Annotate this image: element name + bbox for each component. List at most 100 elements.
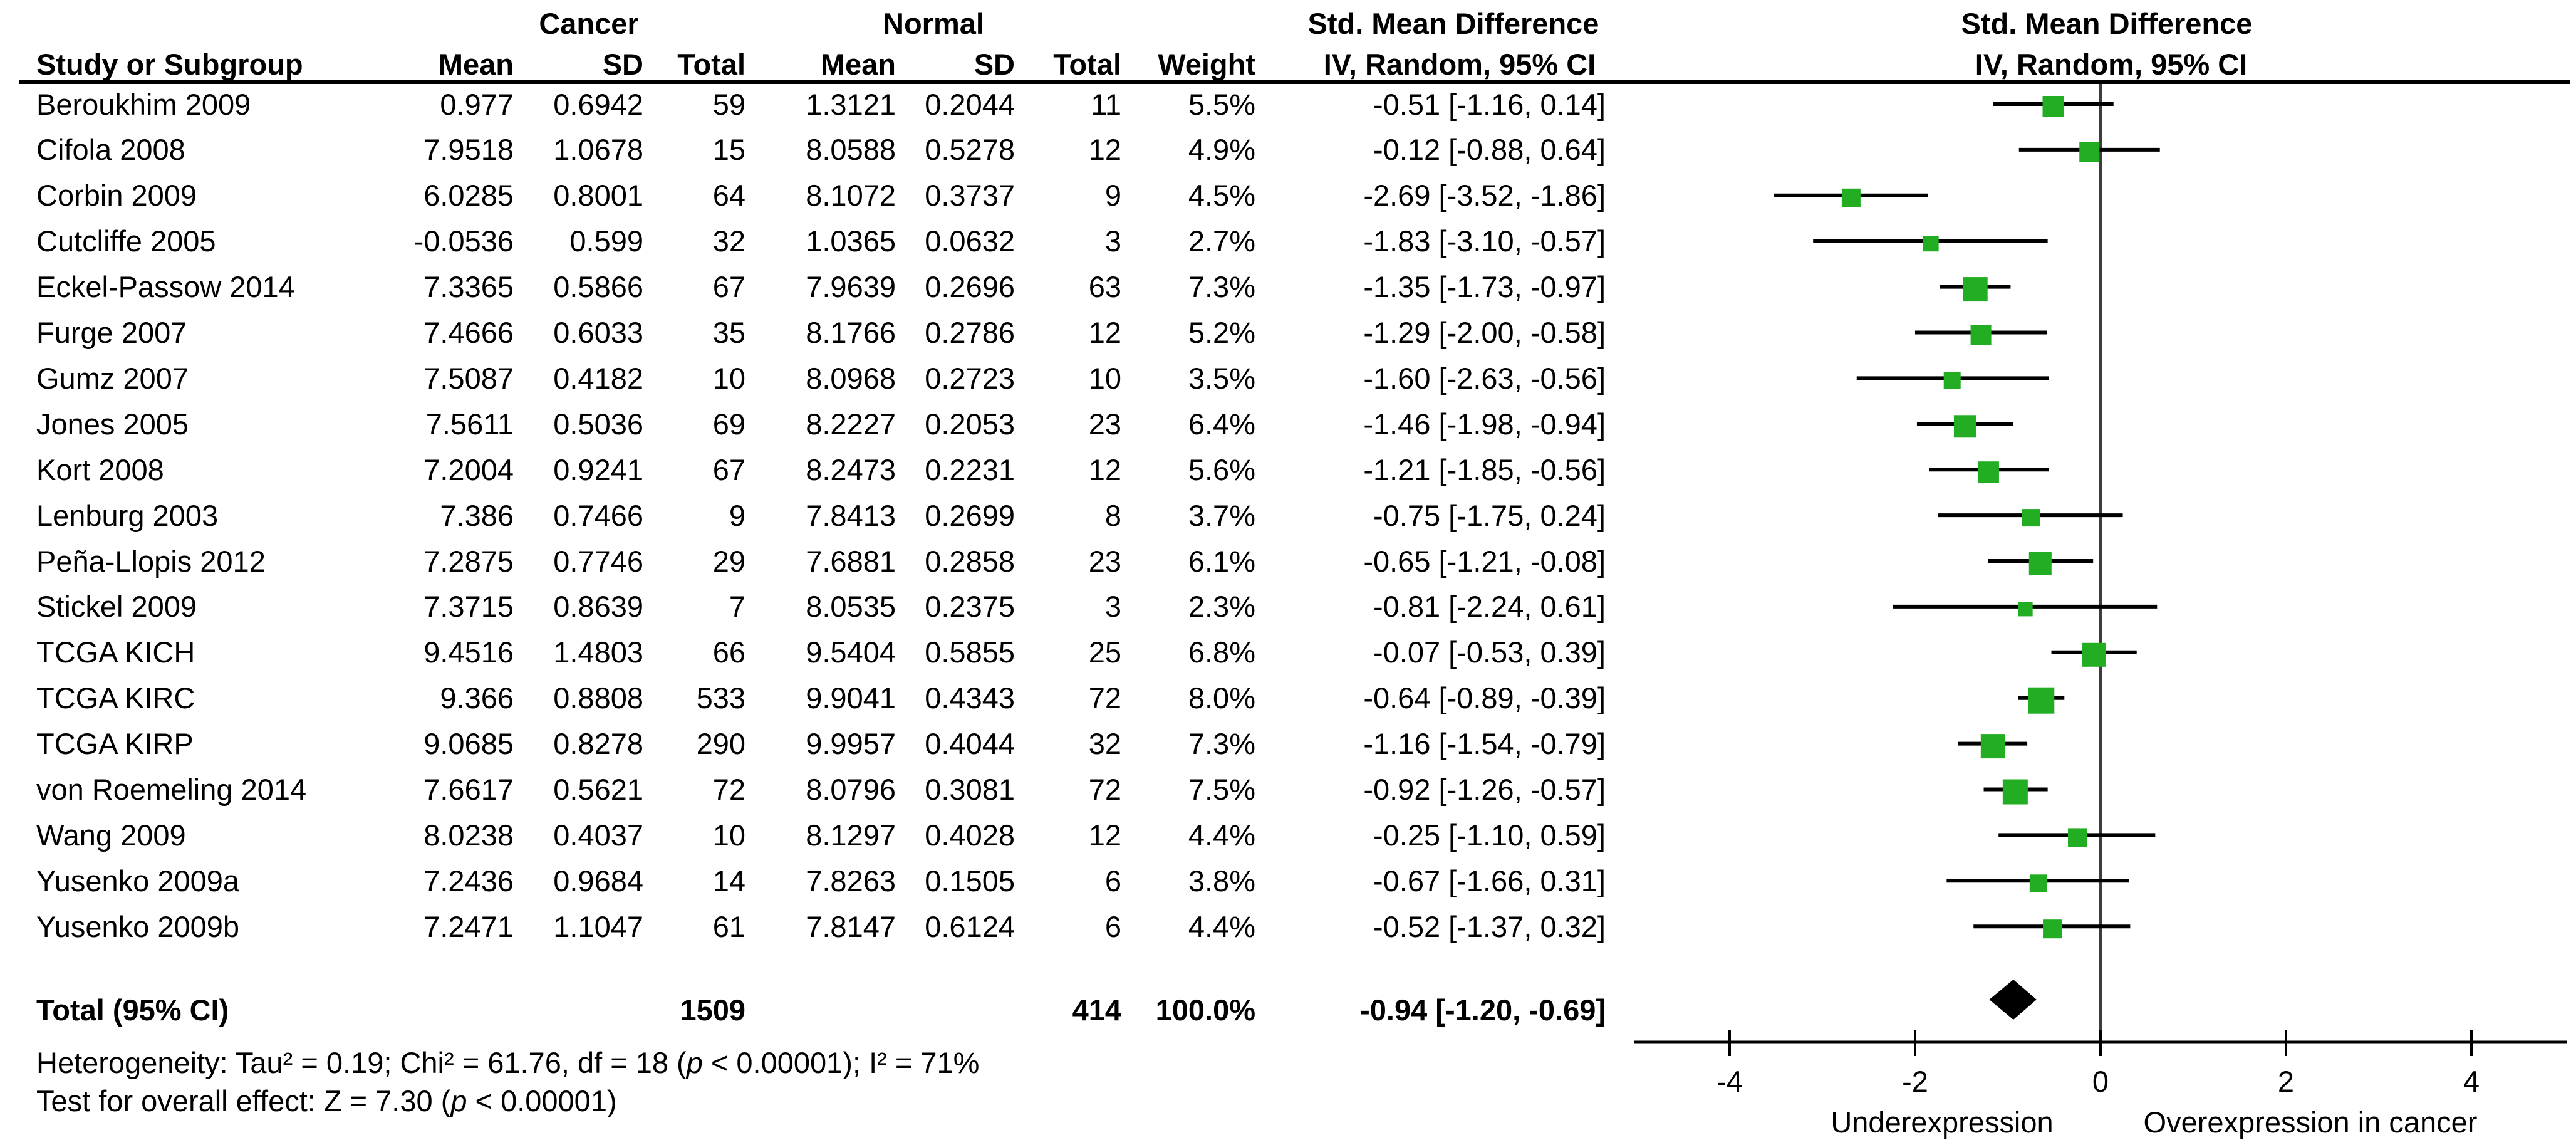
weight-cell: 5.2% <box>1188 316 1255 349</box>
cancer-mean-cell: 7.2004 <box>423 452 514 486</box>
column-header-row: Study or Subgroup Mean SD Total Mean SD … <box>0 41 2247 87</box>
overall-effect-p-italic: p <box>450 1084 467 1117</box>
weight-cell: 3.8% <box>1188 864 1255 897</box>
overall-effect-text: Test for overall effect: Z = 7.30 ( <box>36 1084 451 1117</box>
normal-mean-cell: 8.1766 <box>806 316 896 349</box>
study-row: TCGA KIRP 9.0685 0.8278 290 9.9957 0.4044 32 7.… <box>0 721 1613 766</box>
point-estimate-marker <box>2042 96 2064 117</box>
normal-mean-cell: 1.0365 <box>806 224 896 258</box>
normal-mean-cell: 8.0588 <box>806 133 896 167</box>
cancer-mean-cell: 7.3365 <box>423 270 514 304</box>
smd-title-left: Std. Mean Difference <box>1307 7 1599 40</box>
normal-sd-cell: 0.2375 <box>925 590 1015 624</box>
normal-total-cell: 8 <box>1104 498 1121 532</box>
cancer-sd-cell: 0.4182 <box>553 361 643 395</box>
study-row: Cutcliffe 2005 -0.0536 0.599 32 1.0365 0.0632… <box>0 218 1613 264</box>
point-estimate-marker <box>1963 277 1988 302</box>
cancer-mean-cell: 7.386 <box>440 498 514 532</box>
normal-total-cell: 72 <box>1088 773 1121 806</box>
normal-mean-cell: 7.8263 <box>806 864 896 897</box>
normal-sd-cell: 0.4343 <box>925 681 1015 715</box>
normal-sd-cell: 0.3737 <box>925 179 1015 212</box>
normal-sd-cell: 0.5278 <box>925 133 1015 167</box>
cancer-total-cell: 14 <box>712 864 745 897</box>
group-label-normal: Normal <box>883 7 984 40</box>
cancer-mean-cell: 0.977 <box>440 87 514 121</box>
study-name-cell: Cifola 2008 <box>36 133 185 167</box>
col-ci-left: IV, Random, 95% CI <box>1323 48 1596 81</box>
study-name-cell: TCGA KIRP <box>36 727 194 761</box>
study-name-cell: Cutcliffe 2005 <box>36 224 216 258</box>
cancer-sd-cell: 0.7746 <box>553 544 643 578</box>
ci-text-cell: -0.64 [-0.89, -0.39] <box>1363 681 1606 715</box>
ci-text-cell: -0.75 [-1.75, 0.24] <box>1373 498 1606 532</box>
normal-sd-cell: 0.2723 <box>925 361 1015 395</box>
normal-mean-cell: 7.9639 <box>806 270 896 304</box>
point-estimate-marker <box>2028 687 2055 714</box>
study-row: Kort 2008 7.2004 0.9241 67 8.2473 0.2231 12 5.6… <box>0 447 1613 493</box>
weight-cell: 4.4% <box>1188 818 1255 852</box>
cancer-mean-cell: 7.3715 <box>423 590 514 624</box>
heterogeneity-p-italic: p <box>686 1046 703 1079</box>
total-normal-n: 414 <box>1072 993 1121 1027</box>
normal-total-cell: 9 <box>1104 179 1121 212</box>
point-estimate-marker <box>2043 919 2062 939</box>
study-name-cell: Jones 2005 <box>36 407 189 441</box>
weight-cell: 5.5% <box>1188 87 1255 121</box>
normal-total-cell: 6 <box>1104 909 1121 943</box>
point-estimate-marker <box>2022 509 2040 527</box>
ci-text-cell: -0.81 [-2.24, 0.61] <box>1373 590 1606 624</box>
normal-total-cell: 72 <box>1088 681 1121 715</box>
normal-mean-cell: 1.3121 <box>806 87 896 121</box>
point-estimate-marker <box>1980 734 2005 759</box>
study-row: Corbin 2009 6.0285 0.8001 64 8.1072 0.3737 9 4.… <box>0 172 1613 218</box>
study-name-cell: Corbin 2009 <box>36 179 197 212</box>
normal-mean-cell: 9.5404 <box>806 635 896 669</box>
study-name-cell: Kort 2008 <box>36 452 164 486</box>
study-name-cell: Wang 2009 <box>36 818 186 852</box>
normal-mean-cell: 8.1297 <box>806 818 896 852</box>
normal-total-cell: 12 <box>1088 133 1121 167</box>
normal-sd-cell: 0.2053 <box>925 407 1015 441</box>
col-cancer-mean: Mean <box>438 48 514 81</box>
cancer-sd-cell: 0.6942 <box>553 87 643 121</box>
cancer-sd-cell: 0.5036 <box>553 407 643 441</box>
total-cancer-n: 1509 <box>680 993 745 1027</box>
ci-text-cell: -0.92 [-1.26, -0.57] <box>1363 773 1606 806</box>
cancer-total-cell: 67 <box>712 452 745 486</box>
ci-text-cell: -2.69 [-3.52, -1.86] <box>1363 179 1606 212</box>
normal-sd-cell: 0.4044 <box>925 727 1015 761</box>
normal-total-cell: 12 <box>1088 818 1121 852</box>
cancer-total-cell: 59 <box>712 87 745 121</box>
ci-text-cell: -1.29 [-2.00, -0.58] <box>1363 316 1606 349</box>
smd-title-right: Std. Mean Difference <box>1961 7 2253 40</box>
group-label-cancer: Cancer <box>539 7 639 40</box>
cancer-mean-cell: 9.0685 <box>423 727 514 761</box>
ci-text-cell: -1.46 [-1.98, -0.94] <box>1363 407 1606 441</box>
weight-cell: 4.9% <box>1188 133 1255 167</box>
weight-cell: 4.5% <box>1188 179 1255 212</box>
point-estimate-marker <box>1841 188 1861 207</box>
study-name-cell: Furge 2007 <box>36 316 187 349</box>
study-row: Eckel-Passow 2014 7.3365 0.5866 67 7.9639 0.2… <box>0 264 1613 310</box>
ci-text-cell: -0.25 [-1.10, 0.59] <box>1373 818 1606 852</box>
normal-mean-cell: 8.2473 <box>806 452 896 486</box>
cancer-mean-cell: 8.0238 <box>423 818 514 852</box>
point-estimate-marker <box>1943 372 1961 389</box>
normal-total-cell: 3 <box>1104 590 1121 624</box>
cancer-mean-cell: 9.4516 <box>423 635 514 669</box>
study-name-cell: Gumz 2007 <box>36 361 189 395</box>
study-name-cell: TCGA KICH <box>36 635 195 669</box>
ci-text-cell: -0.67 [-1.66, 0.31] <box>1373 864 1606 897</box>
normal-mean-cell: 8.1072 <box>806 179 896 212</box>
weight-cell: 7.3% <box>1188 270 1255 304</box>
cancer-total-cell: 533 <box>696 681 745 715</box>
cancer-total-cell: 72 <box>712 773 745 806</box>
study-row: TCGA KICH 9.4516 1.4803 66 9.5404 0.5855 25 6.8… <box>0 629 1613 675</box>
study-row: Gumz 2007 7.5087 0.4182 10 8.0968 0.2723 10 3.5… <box>0 355 1613 401</box>
study-name-cell: Peña-Llopis 2012 <box>36 544 266 578</box>
study-row: Yusenko 2009a 7.2436 0.9684 14 7.8263 0.1505 6… <box>0 858 1613 904</box>
axis-label-overexpression: Overexpression in cancer <box>2144 1106 2478 1139</box>
cancer-mean-cell: 7.2436 <box>423 864 514 897</box>
normal-sd-cell: 0.3081 <box>925 773 1015 806</box>
